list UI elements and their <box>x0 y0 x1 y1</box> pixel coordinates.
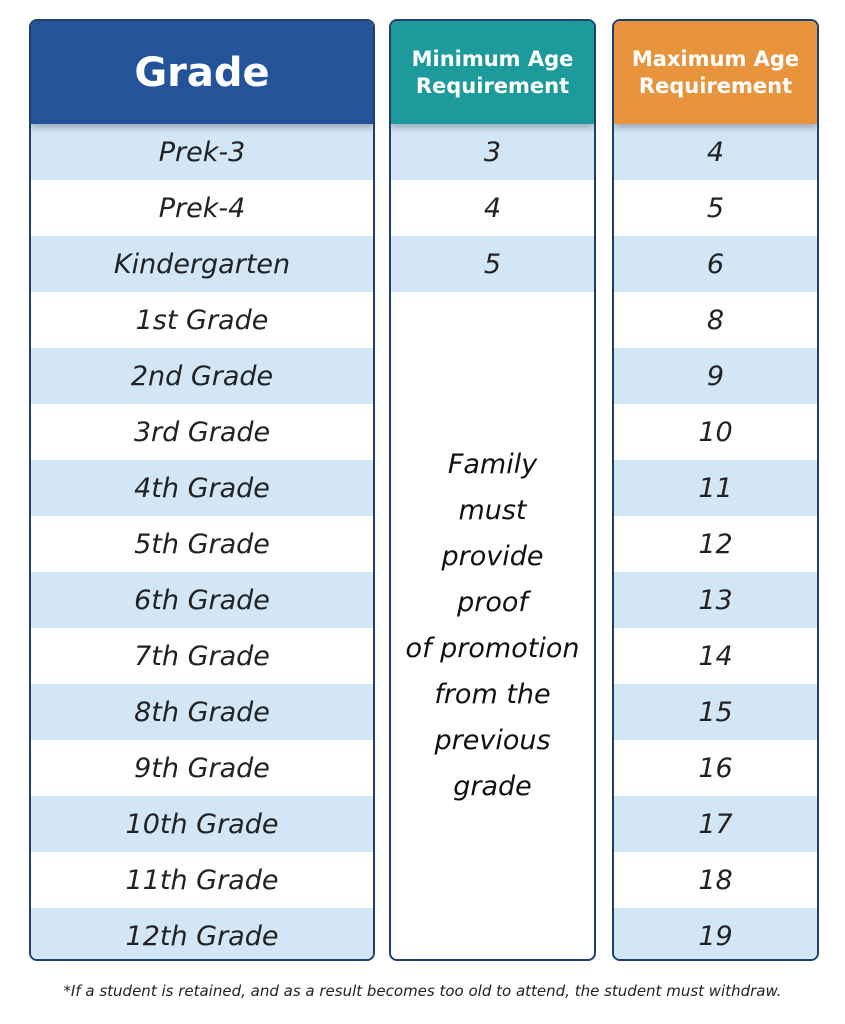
min-age-cell: 3 <box>391 124 594 180</box>
grade-cell: Kindergarten <box>31 236 373 292</box>
footnote: *If a student is retained, and as a resu… <box>63 982 782 1000</box>
max-age-cell: 17 <box>614 796 817 852</box>
grade-cell: 3rd Grade <box>133 416 271 448</box>
min-column: Minimum Age Requirement 3 4 5 Family must pro… <box>389 19 596 961</box>
max-age-cell: 6 <box>614 236 817 292</box>
max-age-cell: 9 <box>614 348 817 404</box>
grade-cell: Prek-3 <box>31 124 373 180</box>
max-age-cell: 4 <box>614 124 817 180</box>
grade-cell: 12th Grade <box>31 908 373 959</box>
grade-body: Prek-3 Prek-4 Kindergarten 1st Grade 2nd Gra… <box>31 124 373 959</box>
note-line: of promotion <box>405 632 580 664</box>
min-age-cell: 4 <box>483 192 502 224</box>
max-age-cell: 12 <box>698 528 733 560</box>
note-line: previous <box>434 724 551 756</box>
note-line: proof <box>457 586 528 618</box>
max-column: Maximum Age Requirement 4 5 6 8 9 10 11 12 13 14 1… <box>612 19 819 961</box>
grade-cell: 10th Grade <box>31 796 373 852</box>
grade-cell: 5th Grade <box>134 528 270 560</box>
min-header: Minimum Age Requirement <box>391 21 594 124</box>
max-header: Maximum Age Requirement <box>614 21 817 124</box>
max-age-cell: 10 <box>698 416 733 448</box>
grade-cell: 1st Grade <box>135 304 269 336</box>
max-body: 4 5 6 8 9 10 11 12 13 14 15 16 17 18 19 <box>614 124 817 959</box>
max-age-cell: 18 <box>698 864 733 896</box>
min-age-cell: 5 <box>391 236 594 292</box>
grade-cell: Prek-4 <box>158 192 246 224</box>
max-age-cell: 15 <box>614 684 817 740</box>
min-body: 3 4 5 Family must provide proof of promotion fro… <box>391 124 594 959</box>
grade-cell: 2nd Grade <box>31 348 373 404</box>
max-age-cell: 14 <box>698 640 733 672</box>
max-age-cell: 8 <box>706 304 725 336</box>
grade-cell: 9th Grade <box>134 752 270 784</box>
grade-column: Grade Prek-3 Prek-4 Kindergarten 1st Grade 2… <box>29 19 375 961</box>
max-age-cell: 19 <box>614 908 817 959</box>
promotion-note: Family must provide proof of promotion from t… <box>391 292 594 959</box>
note-line: from the <box>434 678 551 710</box>
max-age-cell: 5 <box>706 192 725 224</box>
max-age-cell: 16 <box>698 752 733 784</box>
note-line: Family <box>447 448 538 480</box>
note-line: grade <box>453 770 532 802</box>
grade-header: Grade <box>31 21 373 124</box>
note-line: provide <box>441 540 544 572</box>
max-age-cell: 11 <box>614 460 817 516</box>
grade-cell: 8th Grade <box>31 684 373 740</box>
note-line: must <box>458 494 527 526</box>
grade-cell: 11th Grade <box>125 864 279 896</box>
max-age-cell: 13 <box>614 572 817 628</box>
grade-cell: 4th Grade <box>31 460 373 516</box>
grade-cell: 6th Grade <box>31 572 373 628</box>
grade-cell: 7th Grade <box>134 640 270 672</box>
